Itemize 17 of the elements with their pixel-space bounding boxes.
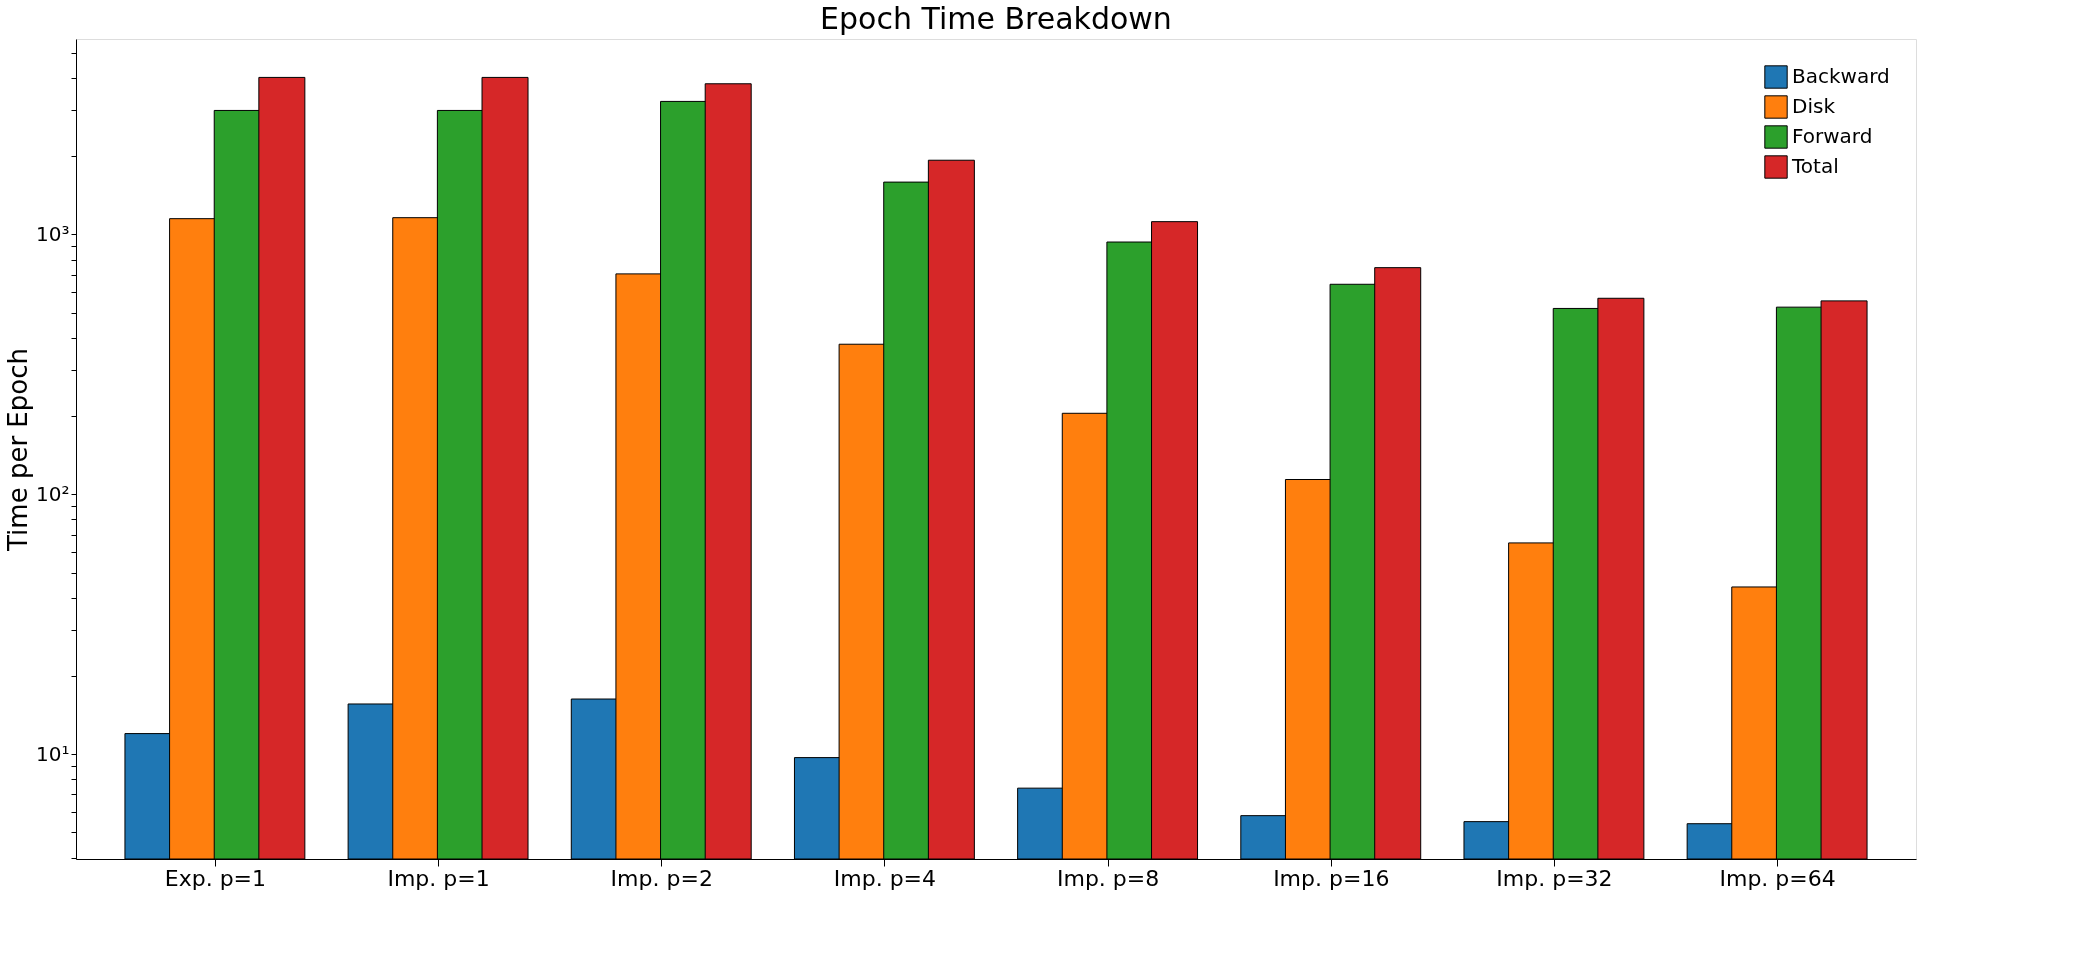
y-tick-label: 10²: [36, 481, 70, 506]
legend-label: Forward: [1792, 124, 1873, 148]
x-tick-label: Imp. p=64: [1719, 865, 1836, 891]
x-tick-label: Imp. p=8: [1056, 865, 1160, 891]
y-tick-label: 10¹: [36, 741, 70, 766]
x-tick-label: Imp. p=4: [833, 865, 937, 891]
x-tick-label: Imp. p=2: [610, 865, 713, 891]
legend-label: Total: [1791, 154, 1839, 178]
legend-label: Disk: [1792, 94, 1836, 118]
x-tick-label: Imp. p=32: [1496, 865, 1613, 891]
chart-title: Epoch Time Breakdown: [820, 1, 1172, 36]
legend-label: Backward: [1792, 64, 1890, 88]
y-axis-title: Time per Epoch: [3, 348, 34, 552]
y-tick-label: 10³: [36, 221, 70, 246]
x-tick-label: Imp. p=1: [387, 865, 490, 891]
x-tick-label: Imp. p=16: [1273, 865, 1390, 891]
x-tick-label: Exp. p=1: [164, 865, 267, 891]
